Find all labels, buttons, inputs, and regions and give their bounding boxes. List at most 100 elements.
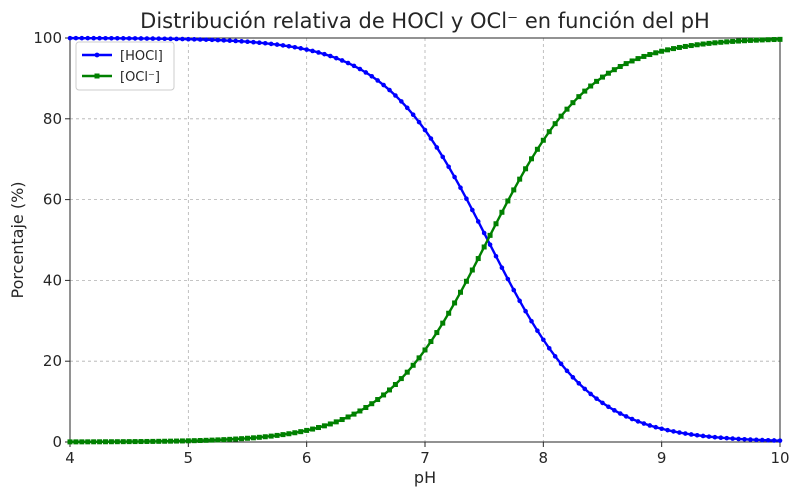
data-point-ocl — [576, 94, 582, 100]
data-point-hocl — [759, 437, 765, 443]
data-point-hocl — [452, 174, 457, 180]
data-point-ocl — [534, 146, 540, 152]
data-point-hocl — [174, 36, 179, 42]
data-point-ocl — [440, 320, 446, 326]
data-point-hocl — [475, 219, 481, 224]
data-point-ocl — [333, 419, 339, 425]
data-point-ocl — [611, 67, 617, 73]
y-tick-label: 80 — [43, 110, 62, 128]
data-point-hocl — [588, 391, 593, 397]
data-point-ocl — [274, 432, 280, 438]
chart-title: Distribución relativa de HOCl y OCl⁻ en … — [140, 9, 710, 33]
data-point-hocl — [156, 36, 162, 41]
data-point-ocl — [588, 83, 594, 89]
data-point-hocl — [665, 427, 670, 433]
data-point-hocl — [357, 66, 363, 72]
x-tick-label: 10 — [770, 449, 789, 467]
legend: [HOCl] [OCl⁻] — [75, 41, 175, 91]
data-point-hocl — [351, 63, 357, 69]
y-axis-title: Porcentaje (%) — [8, 181, 27, 298]
data-point-ocl — [381, 392, 387, 398]
data-point-hocl — [535, 328, 540, 334]
data-point-ocl — [617, 63, 623, 69]
data-point-ocl — [191, 438, 197, 444]
data-point-hocl — [268, 41, 274, 47]
data-point-ocl — [162, 438, 168, 444]
data-point-ocl — [676, 44, 682, 50]
data-point-ocl — [292, 430, 298, 436]
data-point-ocl — [499, 209, 505, 215]
data-point-ocl — [392, 381, 398, 387]
y-tick-label: 60 — [43, 191, 62, 209]
data-point-ocl — [742, 38, 747, 44]
data-point-ocl — [570, 100, 576, 106]
series-ocl — [67, 36, 783, 445]
data-point-ocl — [736, 38, 742, 44]
data-point-hocl — [552, 354, 558, 359]
data-point-hocl — [505, 276, 511, 282]
data-point-hocl — [606, 404, 611, 410]
data-point-hocl — [700, 433, 706, 439]
data-point-ocl — [517, 176, 523, 182]
data-point-ocl — [540, 137, 546, 143]
data-point-ocl — [357, 408, 363, 414]
data-point-ocl — [558, 113, 564, 119]
data-point-hocl — [209, 37, 215, 43]
data-point-hocl — [765, 437, 771, 443]
y-ticks: 0 20 40 60 80 100 — [33, 29, 70, 451]
data-point-ocl — [594, 78, 600, 84]
data-point-ocl — [233, 436, 239, 442]
x-tick-label: 9 — [657, 449, 667, 467]
data-point-hocl — [582, 386, 588, 392]
data-point-hocl — [322, 51, 327, 57]
data-point-hocl — [641, 421, 647, 426]
data-point-ocl — [174, 438, 179, 444]
data-point-hocl — [683, 431, 688, 436]
data-point-hocl — [635, 419, 641, 424]
legend-marker-ocl — [94, 73, 100, 79]
legend-marker-hocl — [94, 52, 100, 58]
grid — [69, 37, 781, 443]
data-point-ocl — [85, 439, 91, 445]
data-point-hocl — [730, 436, 735, 441]
data-point-hocl — [150, 36, 156, 41]
data-point-ocl — [718, 39, 724, 45]
data-point-hocl — [546, 345, 552, 351]
data-point-ocl — [209, 437, 215, 443]
data-point-hocl — [481, 230, 487, 236]
data-point-hocl — [286, 43, 292, 49]
data-point-hocl — [245, 39, 250, 45]
data-point-hocl — [381, 82, 386, 88]
data-point-hocl — [328, 53, 333, 59]
data-point-hocl — [339, 58, 345, 63]
data-point-hocl — [363, 70, 369, 75]
data-point-hocl — [564, 368, 570, 374]
data-point-hocl — [162, 36, 167, 42]
data-point-ocl — [103, 439, 108, 445]
data-point-hocl — [345, 60, 351, 66]
data-point-ocl — [469, 267, 475, 273]
data-point-ocl — [97, 439, 103, 445]
data-point-ocl — [688, 43, 694, 49]
data-point-hocl — [85, 35, 91, 41]
data-point-ocl — [351, 411, 357, 417]
data-point-ocl — [227, 436, 233, 442]
data-point-hocl — [771, 438, 777, 443]
data-point-hocl — [493, 253, 499, 259]
data-point-hocl — [677, 430, 682, 435]
data-point-ocl — [197, 438, 203, 444]
data-point-hocl — [470, 207, 475, 213]
data-point-hocl — [126, 36, 132, 41]
data-point-hocl — [251, 39, 256, 45]
data-point-hocl — [203, 37, 209, 42]
data-point-hocl — [706, 434, 712, 439]
data-point-ocl — [635, 56, 641, 62]
data-point-ocl — [150, 438, 156, 444]
data-point-hocl — [233, 38, 238, 44]
data-point-ocl — [185, 438, 191, 444]
data-point-ocl — [505, 198, 511, 204]
series-hocl — [67, 35, 783, 443]
data-point-ocl — [144, 438, 150, 444]
data-point-ocl — [114, 439, 120, 445]
